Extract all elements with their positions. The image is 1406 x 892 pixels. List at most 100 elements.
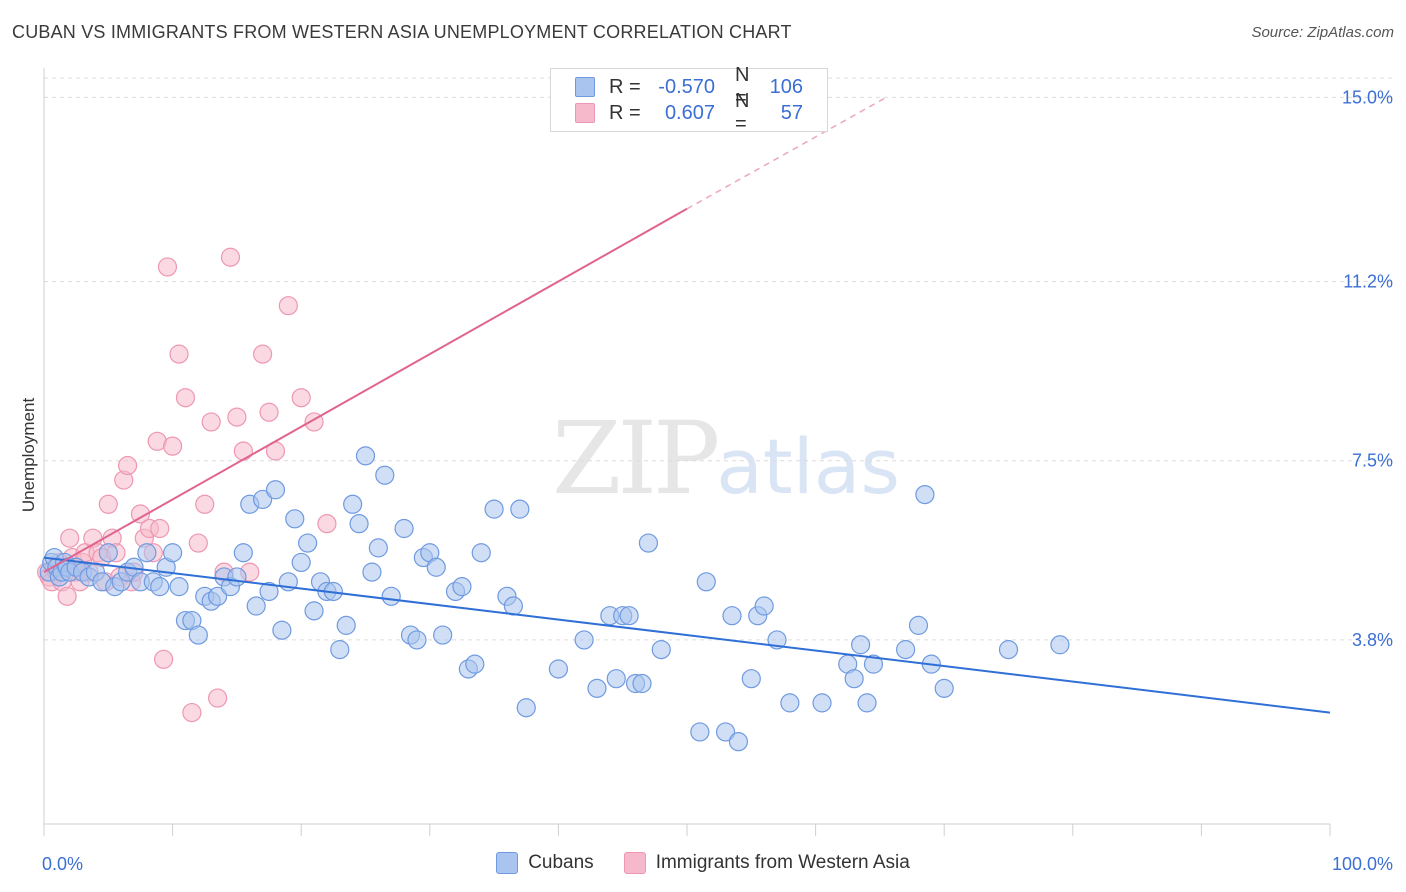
- cuban-point: [304, 601, 324, 621]
- source-label: Source: ZipAtlas.com: [1251, 24, 1394, 41]
- cuban-point: [452, 577, 472, 597]
- cuban-point: [638, 533, 659, 553]
- cuban-point: [336, 615, 356, 635]
- cuban-point: [246, 596, 266, 616]
- x-tick-label-min: 0.0%: [42, 854, 83, 874]
- immigrants-point: [278, 296, 298, 316]
- immigrants-point: [220, 247, 241, 267]
- cuban-point: [651, 640, 671, 660]
- immigrants-point: [130, 504, 151, 524]
- cuban-point: [394, 518, 414, 539]
- immigrants-point: [175, 388, 196, 408]
- immigrants-point: [233, 441, 253, 461]
- cuban-point: [233, 543, 253, 563]
- cuban-point: [471, 543, 491, 563]
- cuban-point: [844, 669, 864, 689]
- cuban-point: [272, 620, 292, 640]
- cuban-point: [632, 673, 652, 694]
- legend-item-immigrants[interactable]: Immigrants from Western Asia: [623, 852, 910, 874]
- legend-r-value: 0.607: [664, 101, 715, 124]
- immigrants-point: [57, 586, 77, 606]
- immigrants-point: [208, 688, 228, 708]
- chart-title: CUBAN VS IMMIGRANTS FROM WESTERN ASIA UN…: [12, 22, 792, 42]
- tick-labels: 3.8% 7.5% 11.2% 15.0% 0.0% 100.0%: [42, 87, 1393, 874]
- cuban-point: [715, 722, 736, 742]
- x-tick-label-max: 100.0%: [1332, 854, 1393, 874]
- cuban-point: [188, 625, 208, 645]
- cuban-point: [915, 484, 935, 505]
- cuban-point: [857, 693, 877, 713]
- legend-n-label: N =: [735, 90, 750, 135]
- cuban-point: [291, 552, 311, 573]
- cuban-point: [619, 606, 639, 626]
- cuban-point: [362, 562, 382, 582]
- cuban-point: [896, 640, 916, 660]
- immigrants-points: [36, 247, 337, 723]
- immigrants-point: [182, 702, 202, 723]
- cuban-point: [780, 693, 800, 713]
- cuban-point: [728, 732, 749, 752]
- cuban-point: [169, 577, 189, 597]
- cubans-trend-line: [43, 556, 1331, 714]
- cubans-label: Cubans: [528, 852, 594, 873]
- immigrants-point: [153, 649, 174, 669]
- cuban-point: [863, 654, 884, 674]
- series-legend: Cubans Immigrants from Western Asia: [0, 852, 1406, 874]
- immigrants-point: [201, 412, 221, 432]
- y-axis-label: Unemployment: [19, 398, 38, 513]
- watermark-atlas: atlas: [716, 422, 900, 511]
- legend-swatch-blue: [575, 77, 595, 97]
- cuban-point: [433, 625, 453, 645]
- watermark-zip: ZIP: [552, 400, 720, 517]
- cuban-point: [98, 543, 118, 563]
- cuban-point: [690, 722, 710, 742]
- cuban-point: [812, 693, 832, 713]
- cuban-point: [355, 446, 376, 466]
- cuban-point: [510, 499, 530, 519]
- cuban-point: [587, 678, 607, 698]
- y-tick-label: 3.8%: [1352, 630, 1393, 650]
- cuban-point: [548, 659, 569, 679]
- cuban-point: [741, 669, 761, 689]
- immigrants-trend-extension: [686, 96, 887, 210]
- immigrants-point: [253, 344, 273, 364]
- cuban-point: [137, 543, 157, 563]
- cuban-point: [150, 577, 170, 597]
- y-tick-label: 11.2%: [1343, 271, 1393, 291]
- immigrants-point: [163, 436, 183, 456]
- legend-r-label: R =: [609, 101, 641, 124]
- cuban-point: [259, 581, 279, 602]
- cuban-point: [375, 465, 395, 485]
- legend-n-value: 57: [780, 101, 803, 124]
- cubans-swatch: [496, 852, 519, 874]
- legend-n-label: N =: [735, 64, 750, 109]
- cuban-point: [934, 678, 954, 698]
- immigrants-point: [60, 528, 80, 548]
- cuban-point: [696, 572, 716, 592]
- cuban-point: [484, 499, 504, 519]
- y-tick-label: 7.5%: [1352, 451, 1393, 471]
- cuban-point: [574, 630, 594, 650]
- immigrants-point: [150, 518, 170, 539]
- legend-r-label: R =: [609, 75, 641, 98]
- immigrants-point: [317, 514, 337, 534]
- cuban-point: [253, 489, 273, 510]
- cuban-point: [381, 586, 401, 606]
- legend-n-value: 106: [769, 75, 803, 98]
- cuban-point: [503, 596, 523, 616]
- axes: [43, 68, 1331, 836]
- cuban-point: [163, 543, 183, 563]
- legend-item-cubans[interactable]: Cubans: [496, 852, 594, 874]
- immigrants-trend-line: [43, 207, 688, 573]
- trend-lines: [43, 96, 1331, 714]
- legend-swatch-pink: [575, 103, 595, 123]
- legend-row-immigrants: R = 0.607 N = 57: [575, 90, 803, 135]
- immigrants-point: [188, 533, 208, 553]
- immigrants-point: [227, 407, 247, 427]
- cuban-point: [330, 640, 350, 660]
- cuban-point: [998, 640, 1019, 660]
- immigrants-point: [157, 257, 178, 277]
- cuban-point: [851, 635, 871, 655]
- immigrants-point: [291, 388, 311, 408]
